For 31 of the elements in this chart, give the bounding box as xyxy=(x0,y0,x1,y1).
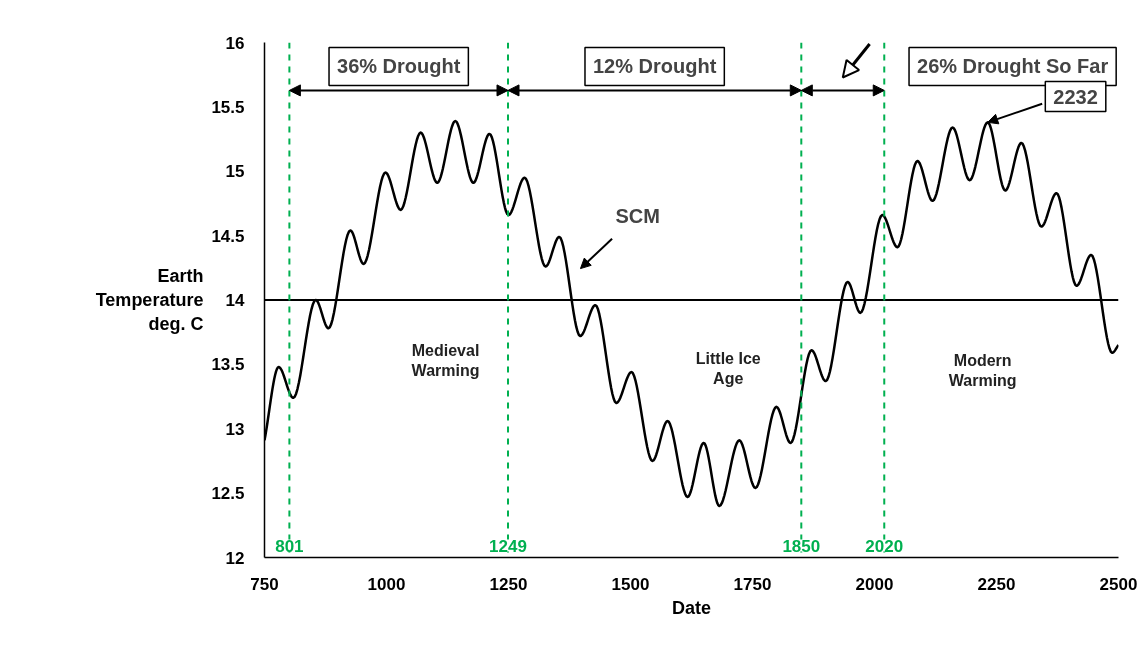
y-tick-label: 13.5 xyxy=(211,355,245,375)
y-tick-label: 12.5 xyxy=(211,484,245,504)
x-tick-label: 750 xyxy=(250,574,279,594)
x-tick-label: 1750 xyxy=(733,574,772,594)
y-tick-label: 16 xyxy=(225,33,245,53)
x-tick-label: 2250 xyxy=(977,574,1016,594)
y-tick-label: 12 xyxy=(225,548,245,568)
x-axis-title: Date xyxy=(671,597,712,618)
y-tick-label: 15.5 xyxy=(211,97,245,117)
annotation: 12% Drought xyxy=(592,55,717,78)
x-tick-label: 1000 xyxy=(367,574,406,594)
x-tick-label: 2500 xyxy=(1099,574,1138,594)
x-tick-label: 1250 xyxy=(489,574,528,594)
annotation: 26% Drought So Far xyxy=(917,55,1109,78)
annotation: SCM xyxy=(615,204,660,227)
ref-line-label: 2020 xyxy=(865,536,904,556)
ref-line-label: 801 xyxy=(275,536,304,556)
y-tick-label: 13 xyxy=(225,419,245,439)
y-tick-label: 14.5 xyxy=(211,226,245,246)
x-tick-label: 1500 xyxy=(611,574,650,594)
annotation: Medieval Warming xyxy=(411,341,480,379)
y-axis-title: Earth Temperature deg. C xyxy=(95,266,204,334)
ref-line-label: 1850 xyxy=(782,536,821,556)
ref-line-label: 1249 xyxy=(489,536,527,556)
x-tick-label: 2000 xyxy=(855,574,894,594)
y-tick-label: 15 xyxy=(225,162,245,182)
y-tick-label: 14 xyxy=(225,291,246,310)
annotation: Modern Warming xyxy=(948,351,1017,390)
annotation: 36% Drought xyxy=(337,55,461,78)
annotation: 2232 xyxy=(1053,85,1098,108)
annotation: Little Ice Age xyxy=(695,349,761,388)
